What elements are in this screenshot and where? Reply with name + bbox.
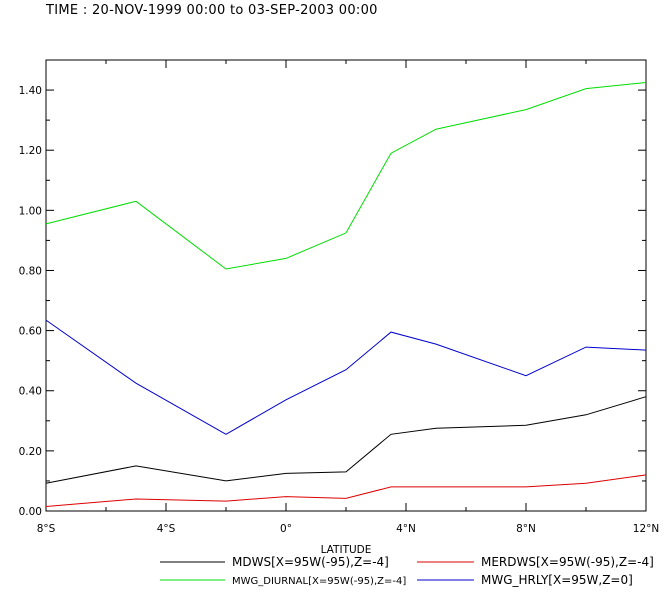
series-line-4: [45, 319, 647, 435]
y-tick-label: 1.40: [19, 85, 42, 97]
x-tick-label: 8°S: [37, 523, 56, 535]
x-tick-label: 8°N: [516, 523, 536, 535]
series-line-2: [45, 474, 647, 507]
y-tick-label: 0.20: [19, 446, 42, 458]
y-tick-label: 0.00: [19, 506, 42, 518]
y-tick-label: 1.20: [19, 145, 42, 157]
legend-entry-4: MWG_HRLY[X=95W,Z=0]: [481, 573, 633, 587]
legend-entry-1: MDWS[X=95W(-95),Z=-4]: [232, 555, 389, 569]
series-lines: [45, 82, 647, 507]
axis-ticks: 0.00 0.20 0.40 0.60 0.80 1.00 1.20 1.40 8°S 4°S 0°…: [19, 59, 659, 535]
time-range-header: TIME : 20-NOV-1999 00:00 to 03-SEP-2003 …: [46, 3, 378, 18]
plot-frame: [45, 59, 647, 512]
y-tick-label: 0.60: [19, 326, 42, 338]
series-line-1: [45, 396, 647, 484]
y-tick-label: 1.00: [19, 205, 42, 217]
x-tick-label: 12°N: [633, 523, 659, 535]
y-tick-label: 0.40: [19, 386, 42, 398]
legend-entry-3: MWG_DIURNAL[X=95W(-95),Z=-4]: [232, 576, 406, 587]
x-tick-label: 0°: [280, 523, 292, 535]
x-axis-label: LATITUDE: [321, 544, 372, 556]
legend: MDWS[X=95W(-95),Z=-4] MERDWS[X=95W(-95),Z…: [160, 555, 654, 587]
legend-entry-2: MERDWS[X=95W(-95),Z=-4]: [481, 555, 654, 569]
y-tick-label: 0.80: [19, 265, 42, 277]
x-tick-label: 4°N: [396, 523, 416, 535]
x-tick-label: 4°S: [157, 523, 176, 535]
series-line-3: [45, 82, 647, 270]
